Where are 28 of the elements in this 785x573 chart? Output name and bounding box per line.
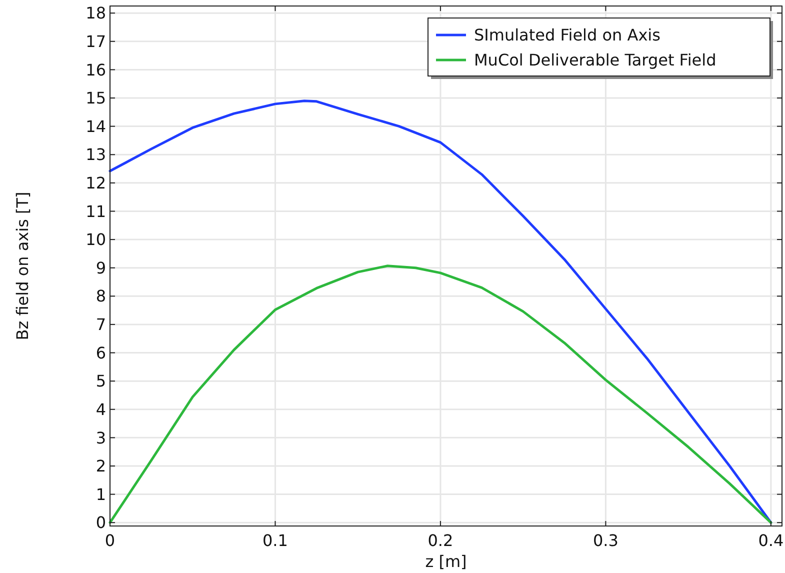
y-tick-label: 17 [86, 32, 106, 51]
x-tick-label: 0.3 [592, 531, 618, 550]
y-tick-label: 5 [96, 372, 106, 391]
y-tick-label: 13 [86, 145, 106, 164]
y-tick-label: 9 [96, 258, 106, 278]
y-tick-label: 12 [86, 174, 106, 193]
x-tick-label: 0.2 [428, 531, 454, 550]
y-tick-label: 0 [96, 513, 106, 532]
legend-label: MuCol Deliverable Target Field [474, 50, 716, 70]
y-tick-label: 15 [86, 88, 106, 108]
x-tick-label: 0.1 [262, 531, 288, 550]
y-axis-title: Bz field on axis [T] [13, 192, 32, 340]
y-tick-label: 2 [96, 456, 106, 476]
y-tick-label: 16 [86, 60, 106, 80]
x-axis-title: z [m] [425, 552, 467, 571]
y-tick-label: 1 [96, 484, 106, 504]
y-tick-label: 4 [96, 400, 106, 419]
y-tick-label: 10 [86, 230, 106, 250]
legend-label: SImulated Field on Axis [474, 26, 660, 45]
y-tick-label: 18 [86, 4, 106, 23]
y-tick-label: 7 [96, 315, 106, 334]
line-series [108, 264, 772, 524]
y-tick-label: 14 [86, 116, 106, 136]
y-tick-label: 3 [96, 428, 106, 448]
y-tick-label: 11 [86, 202, 106, 221]
y-tick-label: 8 [96, 286, 106, 306]
x-tick-label: 0.4 [758, 531, 784, 550]
y-tick-label: 6 [96, 343, 106, 362]
